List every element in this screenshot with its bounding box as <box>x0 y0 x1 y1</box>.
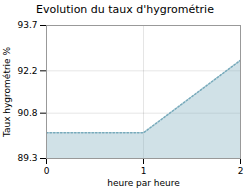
svg-text:2: 2 <box>238 166 244 176</box>
svg-text:89.3: 89.3 <box>17 153 37 163</box>
svg-text:92.2: 92.2 <box>17 66 37 76</box>
svg-text:90.8: 90.8 <box>17 108 37 118</box>
svg-text:93.7: 93.7 <box>17 20 37 30</box>
html-text:Evolution du taux d'hygrométri: Evolution du taux d'hygrométrie <box>36 3 214 16</box>
svg-text:Taux hygrométrie %: Taux hygrométrie % <box>2 46 12 138</box>
svg-text:1: 1 <box>141 166 147 176</box>
svg-text:0: 0 <box>44 166 50 176</box>
svg-text:heure par heure: heure par heure <box>107 178 180 188</box>
